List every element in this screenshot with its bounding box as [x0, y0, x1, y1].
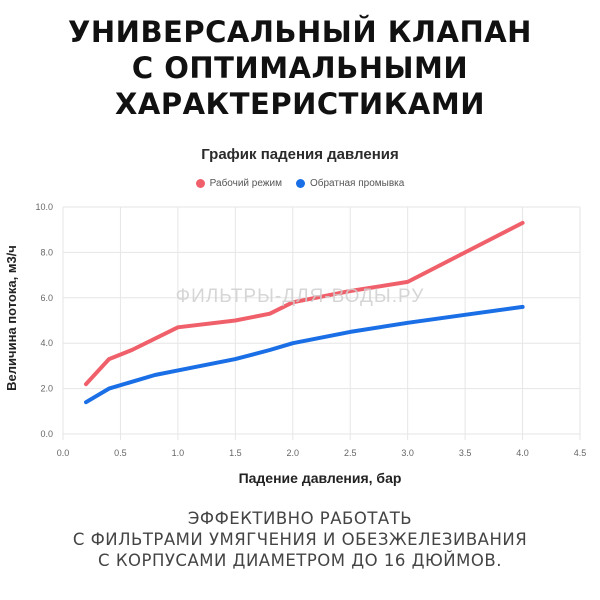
x-tick-label: 3.0 [401, 448, 414, 458]
x-tick-label: 2.0 [287, 448, 300, 458]
y-tick-label: 6.0 [40, 293, 53, 303]
x-tick-label: 2.5 [344, 448, 357, 458]
footer-line-3: С КОРПУСАМИ ДИАМЕТРОМ ДО 16 ДЮЙМОВ. [98, 551, 502, 570]
chart-title: График падения давления [201, 146, 399, 163]
y-tick-label: 0.0 [40, 429, 53, 439]
watermark: ФИЛЬТРЫ-ДЛЯ-ВОДЫ.РУ [175, 286, 425, 307]
headline-line-3: ХАРАКТЕРИСТИКАМИ [115, 87, 485, 121]
legend-item-backwash[interactable]: Обратная промывка [295, 178, 405, 189]
y-axis-label: Величина потока, м3/ч [4, 245, 19, 391]
x-tick-label: 0.5 [114, 448, 127, 458]
legend-label-work: Рабочий режим [209, 178, 282, 189]
legend-marker-backwash [295, 179, 305, 188]
footer-text: ЭФФЕКТИВНО РАБОТАТЬ С ФИЛЬТРАМИ УМЯГЧЕНИ… [0, 508, 600, 571]
x-tick-label: 1.5 [229, 448, 242, 458]
headline-line-1: УНИВЕРСАЛЬНЫЙ КЛАПАН [68, 15, 532, 49]
headline: УНИВЕРСАЛЬНЫЙ КЛАПАН С ОПТИМАЛЬНЫМИ ХАРА… [0, 14, 600, 122]
x-tick-label: 1.0 [172, 448, 185, 458]
x-tick-label: 3.5 [459, 448, 472, 458]
chart-grid [62, 206, 581, 440]
y-tick-label: 10.0 [35, 202, 53, 212]
chart-series-lines [84, 220, 525, 405]
y-tick-label: 2.0 [40, 384, 53, 394]
x-tick-label: 0.0 [57, 448, 70, 458]
footer-line-2: С ФИЛЬТРАМИ УМЯГЧЕНИЯ И ОБЕЗЖЕЛЕЗИВАНИЯ [72, 530, 528, 549]
legend-item-work[interactable]: Рабочий режим [195, 178, 282, 189]
x-tick-label: 4.0 [516, 448, 529, 458]
y-tick-label: 8.0 [40, 247, 53, 257]
series-line-work [84, 220, 525, 387]
y-tick-label: 4.0 [40, 338, 53, 348]
chart-legend: Рабочий режим Обратная промывка [0, 178, 600, 189]
series-line-backwash [84, 304, 525, 405]
headline-line-2: С ОПТИМАЛЬНЫМИ [131, 51, 469, 85]
chart-tick-labels: 0.0 2.0 4.0 6.0 8.0 10.0 0.0 0.5 1.0 1.5 2.0 2.5 3.0… [35, 202, 586, 458]
x-axis-label: Падение давления, бар [239, 470, 402, 486]
footer-line-1: ЭФФЕКТИВНО РАБОТАТЬ [187, 509, 413, 528]
x-tick-label: 4.5 [574, 448, 587, 458]
legend-marker-work [195, 179, 205, 188]
legend-label-backwash: Обратная промывка [309, 178, 405, 189]
